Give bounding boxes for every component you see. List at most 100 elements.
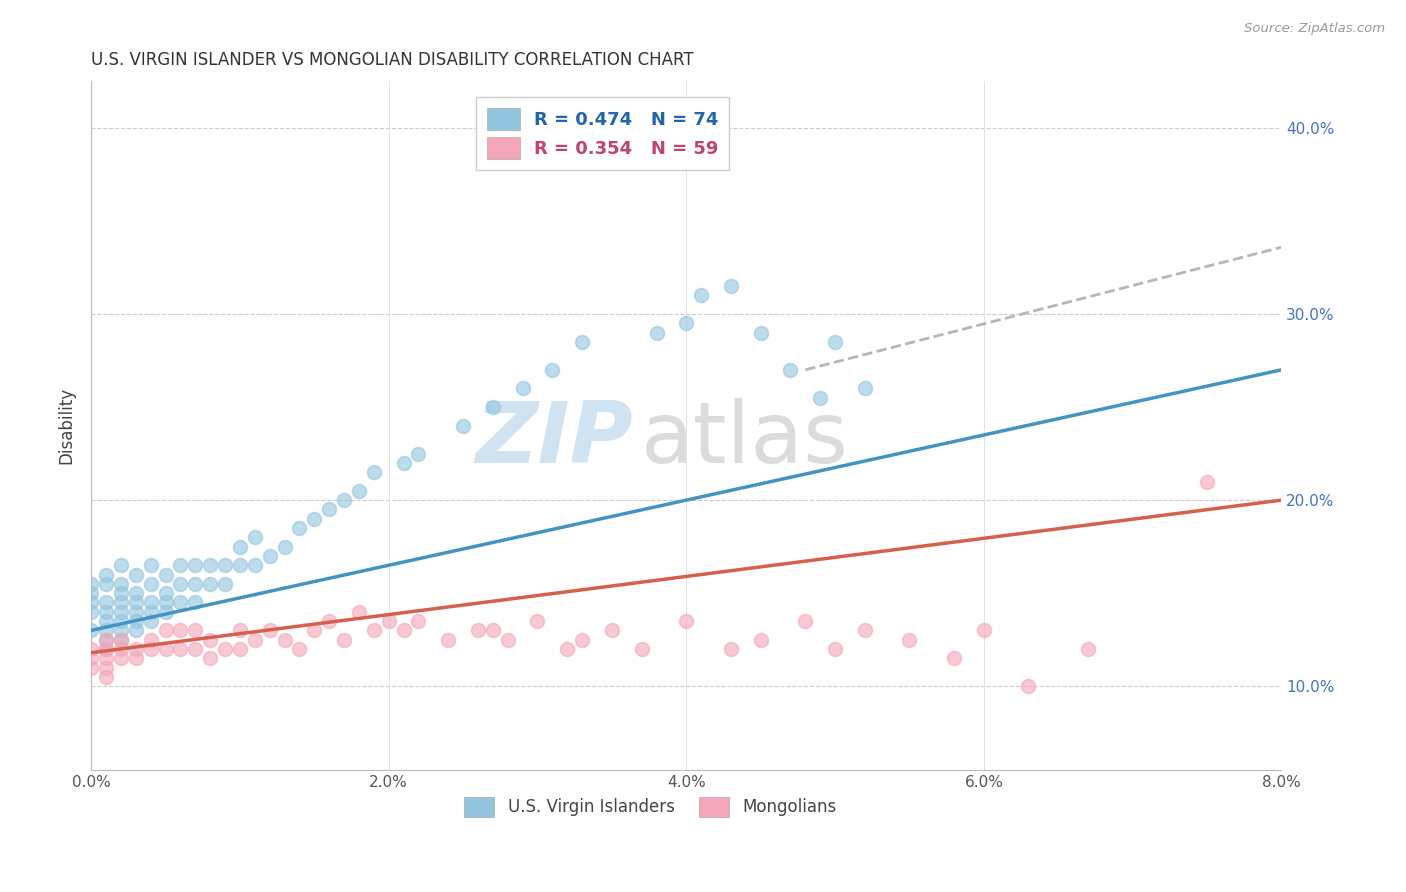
Point <box>94 632 117 647</box>
Point <box>482 624 505 638</box>
Point <box>169 558 191 573</box>
Point <box>571 632 593 647</box>
Point <box>94 660 117 674</box>
Point <box>214 558 236 573</box>
Point <box>214 577 236 591</box>
Point <box>600 624 623 638</box>
Point <box>675 316 697 330</box>
Point <box>214 642 236 657</box>
Point <box>304 624 326 638</box>
Point <box>749 632 772 647</box>
Point <box>437 632 460 647</box>
Point <box>169 577 191 591</box>
Point <box>110 614 132 628</box>
Point <box>80 595 103 609</box>
Point <box>139 642 162 657</box>
Point <box>943 651 966 665</box>
Point <box>184 558 207 573</box>
Point <box>155 567 177 582</box>
Point <box>80 586 103 600</box>
Point <box>853 381 876 395</box>
Point <box>80 651 103 665</box>
Point <box>273 632 295 647</box>
Point <box>229 624 252 638</box>
Point <box>973 624 995 638</box>
Point <box>630 642 652 657</box>
Point <box>318 614 340 628</box>
Point <box>80 642 103 657</box>
Point <box>155 586 177 600</box>
Point <box>363 465 385 479</box>
Point <box>512 381 534 395</box>
Point <box>318 502 340 516</box>
Point <box>288 642 311 657</box>
Legend: U.S. Virgin Islanders, Mongolians: U.S. Virgin Islanders, Mongolians <box>457 790 844 823</box>
Text: U.S. VIRGIN ISLANDER VS MONGOLIAN DISABILITY CORRELATION CHART: U.S. VIRGIN ISLANDER VS MONGOLIAN DISABI… <box>91 51 693 69</box>
Point <box>304 512 326 526</box>
Point <box>1077 642 1099 657</box>
Point <box>1195 475 1218 489</box>
Point <box>169 624 191 638</box>
Point <box>94 577 117 591</box>
Point <box>94 642 117 657</box>
Point <box>720 279 742 293</box>
Point <box>80 660 103 674</box>
Point <box>675 614 697 628</box>
Point <box>155 605 177 619</box>
Point <box>243 530 266 544</box>
Point <box>808 391 831 405</box>
Point <box>94 605 117 619</box>
Point <box>110 642 132 657</box>
Point <box>184 577 207 591</box>
Point <box>824 334 846 349</box>
Point <box>377 614 399 628</box>
Point <box>467 624 489 638</box>
Point <box>169 642 191 657</box>
Point <box>94 670 117 684</box>
Point <box>720 642 742 657</box>
Point <box>184 624 207 638</box>
Point <box>794 614 817 628</box>
Point <box>1017 679 1039 693</box>
Point <box>110 632 132 647</box>
Point <box>526 614 548 628</box>
Point <box>333 493 356 508</box>
Point <box>110 651 132 665</box>
Point <box>125 567 148 582</box>
Point <box>125 595 148 609</box>
Point <box>125 605 148 619</box>
Point <box>80 624 103 638</box>
Point <box>110 632 132 647</box>
Point <box>496 632 519 647</box>
Point <box>259 624 281 638</box>
Point <box>125 614 148 628</box>
Point <box>571 334 593 349</box>
Point <box>94 567 117 582</box>
Point <box>198 558 221 573</box>
Point <box>288 521 311 535</box>
Text: atlas: atlas <box>641 398 849 481</box>
Point <box>80 605 103 619</box>
Point <box>125 586 148 600</box>
Point <box>110 624 132 638</box>
Point <box>482 400 505 414</box>
Point <box>80 577 103 591</box>
Point <box>198 651 221 665</box>
Point <box>392 624 415 638</box>
Point <box>184 595 207 609</box>
Point <box>853 624 876 638</box>
Point <box>125 624 148 638</box>
Point <box>645 326 668 340</box>
Point <box>94 624 117 638</box>
Point <box>363 624 385 638</box>
Point <box>139 605 162 619</box>
Point <box>259 549 281 563</box>
Point <box>94 642 117 657</box>
Point <box>243 632 266 647</box>
Point <box>198 632 221 647</box>
Point <box>333 632 356 647</box>
Point <box>110 595 132 609</box>
Point <box>139 558 162 573</box>
Point <box>451 418 474 433</box>
Point <box>94 651 117 665</box>
